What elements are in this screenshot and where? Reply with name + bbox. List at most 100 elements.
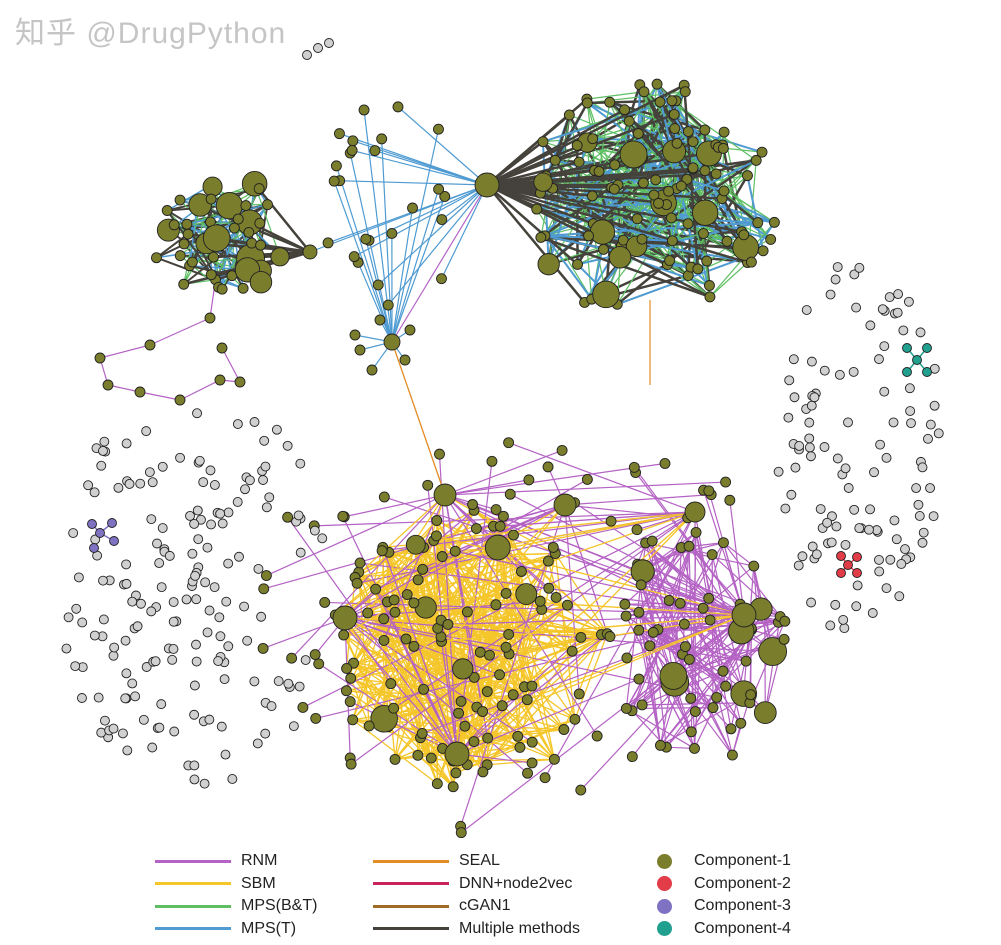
node bbox=[507, 689, 519, 701]
node bbox=[215, 508, 226, 519]
node bbox=[431, 515, 443, 526]
node bbox=[605, 515, 617, 527]
legend-line bbox=[155, 927, 231, 931]
node bbox=[87, 519, 97, 529]
node bbox=[836, 568, 846, 578]
edge bbox=[354, 560, 549, 579]
node bbox=[205, 465, 216, 476]
edge bbox=[460, 614, 745, 834]
node bbox=[874, 566, 885, 577]
node bbox=[484, 649, 495, 661]
node bbox=[77, 693, 87, 703]
node bbox=[482, 732, 494, 744]
edge bbox=[149, 317, 211, 346]
node bbox=[881, 583, 892, 594]
node bbox=[94, 352, 106, 364]
node bbox=[690, 526, 702, 538]
node bbox=[243, 226, 255, 238]
node bbox=[354, 344, 366, 356]
node bbox=[633, 606, 645, 618]
edge bbox=[486, 160, 580, 187]
node bbox=[819, 442, 830, 452]
node bbox=[648, 189, 660, 201]
edge bbox=[564, 494, 712, 506]
node bbox=[416, 728, 428, 739]
node bbox=[257, 642, 269, 654]
node bbox=[282, 440, 293, 451]
edge bbox=[476, 511, 696, 708]
node bbox=[260, 570, 272, 582]
node bbox=[376, 133, 388, 145]
node bbox=[804, 433, 815, 444]
edge bbox=[425, 570, 522, 609]
node bbox=[297, 701, 309, 713]
node bbox=[181, 218, 193, 230]
node bbox=[521, 694, 533, 706]
node bbox=[822, 517, 833, 528]
node bbox=[261, 502, 272, 513]
node bbox=[879, 341, 890, 352]
node bbox=[542, 461, 554, 473]
node bbox=[740, 655, 752, 667]
node bbox=[204, 714, 215, 725]
node bbox=[418, 683, 430, 695]
node bbox=[898, 325, 909, 336]
node bbox=[253, 563, 264, 574]
node bbox=[239, 601, 250, 612]
node bbox=[913, 499, 924, 510]
node bbox=[894, 591, 905, 602]
node bbox=[417, 563, 429, 575]
edge bbox=[302, 511, 696, 708]
node bbox=[914, 510, 925, 521]
node bbox=[271, 424, 282, 435]
node bbox=[99, 436, 110, 447]
legend-methods-col-2: SEAL DNN+node2vec cGAN1 Multiple methods bbox=[373, 850, 580, 940]
legend-dot bbox=[657, 853, 672, 869]
edge bbox=[456, 753, 533, 764]
node bbox=[773, 466, 784, 477]
node bbox=[547, 541, 559, 553]
edge bbox=[486, 184, 586, 304]
node bbox=[490, 504, 502, 516]
node bbox=[98, 575, 108, 586]
node bbox=[220, 749, 231, 760]
edge bbox=[391, 129, 440, 343]
node bbox=[360, 233, 372, 245]
node bbox=[683, 540, 695, 552]
node bbox=[425, 752, 437, 764]
node bbox=[571, 139, 583, 151]
node bbox=[120, 635, 131, 646]
node bbox=[108, 650, 119, 661]
node bbox=[503, 628, 515, 640]
node bbox=[349, 329, 361, 341]
node bbox=[604, 96, 616, 108]
node bbox=[288, 721, 299, 732]
node bbox=[168, 219, 180, 231]
node bbox=[98, 445, 108, 456]
node bbox=[150, 252, 162, 264]
node bbox=[338, 629, 350, 641]
node bbox=[621, 652, 633, 664]
node bbox=[470, 523, 482, 534]
node bbox=[825, 620, 836, 631]
node bbox=[189, 774, 200, 785]
node bbox=[742, 170, 753, 182]
node bbox=[154, 722, 165, 733]
node bbox=[635, 579, 647, 591]
node bbox=[132, 621, 143, 632]
node bbox=[928, 511, 939, 522]
node bbox=[666, 235, 678, 247]
node bbox=[63, 612, 74, 623]
node bbox=[535, 231, 547, 243]
node bbox=[186, 256, 198, 268]
edge bbox=[391, 341, 446, 496]
node bbox=[190, 570, 201, 581]
node bbox=[758, 637, 788, 666]
node bbox=[436, 214, 448, 226]
node bbox=[156, 699, 167, 710]
node bbox=[843, 417, 853, 428]
edge bbox=[365, 238, 393, 343]
node bbox=[150, 656, 161, 667]
node bbox=[589, 219, 616, 245]
node bbox=[376, 545, 388, 557]
